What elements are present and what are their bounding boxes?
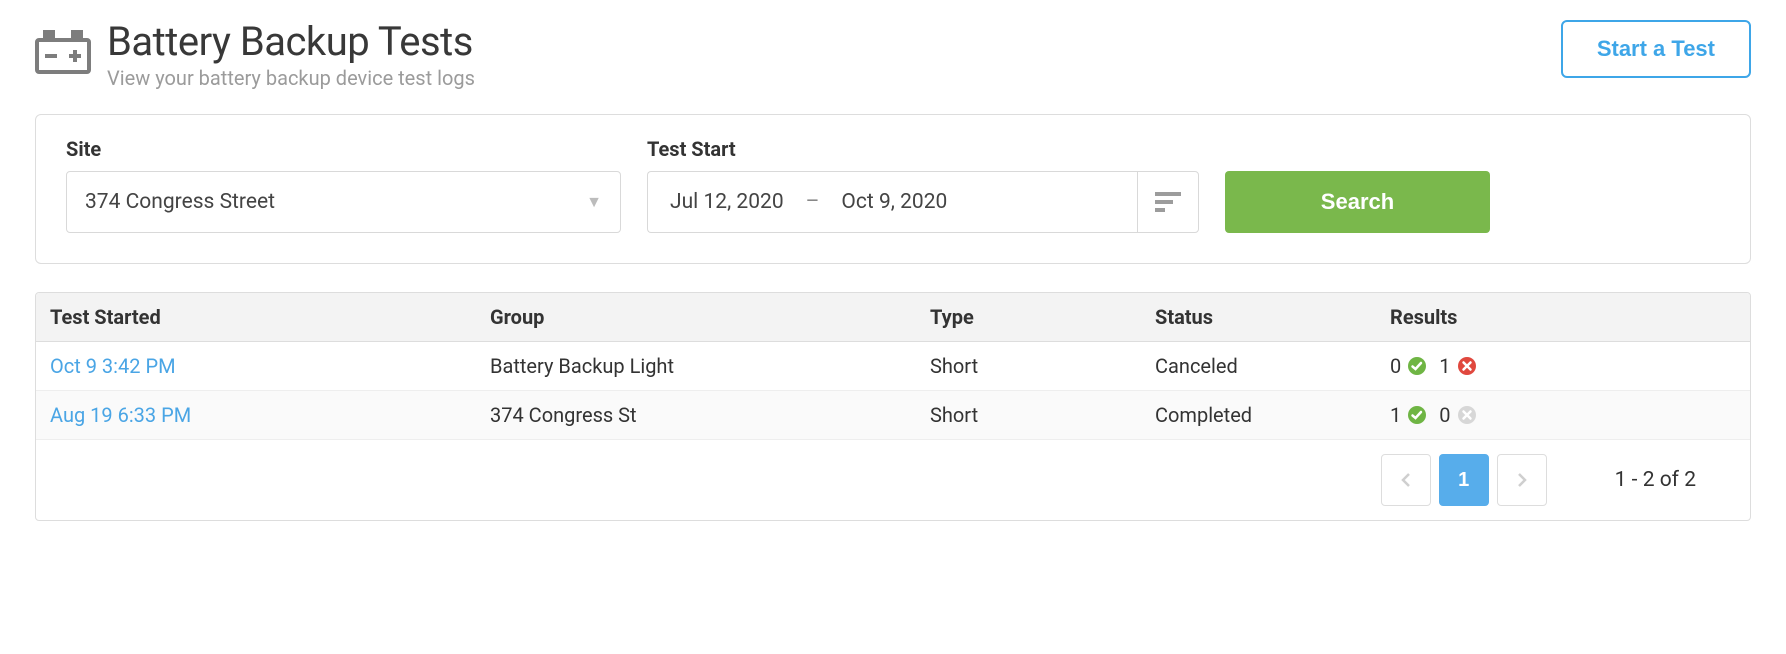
status-cell: Canceled bbox=[1155, 354, 1390, 378]
search-button[interactable]: Search bbox=[1225, 171, 1490, 233]
site-select[interactable]: 374 Congress Street ▼ bbox=[66, 171, 621, 233]
type-cell: Short bbox=[930, 354, 1155, 378]
battery-icon bbox=[35, 26, 91, 74]
group-cell: 374 Congress St bbox=[490, 403, 930, 427]
header-left: Battery Backup Tests View your battery b… bbox=[35, 20, 475, 90]
date-dash: – bbox=[806, 190, 820, 214]
check-circle-icon bbox=[1407, 356, 1427, 376]
test-start-label: Test Start bbox=[647, 137, 1199, 161]
test-start-filter-group: Test Start Jul 12, 2020 – Oct 9, 2020 bbox=[647, 137, 1199, 233]
start-test-button[interactable]: Start a Test bbox=[1561, 20, 1751, 78]
sort-icon bbox=[1155, 192, 1181, 212]
results-cell: 01 bbox=[1390, 354, 1736, 378]
date-to: Oct 9, 2020 bbox=[841, 190, 947, 214]
col-header-results: Results bbox=[1390, 305, 1736, 329]
test-started-link[interactable]: Aug 19 6:33 PM bbox=[50, 403, 191, 427]
pager-next-button[interactable] bbox=[1497, 454, 1547, 506]
sort-button[interactable] bbox=[1137, 171, 1199, 233]
test-started-link[interactable]: Oct 9 3:42 PM bbox=[50, 354, 176, 378]
x-circle-icon bbox=[1457, 356, 1477, 376]
col-header-status: Status bbox=[1155, 305, 1390, 329]
results-cell: 10 bbox=[1390, 403, 1736, 427]
pager-prev-button[interactable] bbox=[1381, 454, 1431, 506]
pass-count: 0 bbox=[1390, 354, 1401, 378]
col-header-group: Group bbox=[490, 305, 930, 329]
site-filter-group: Site 374 Congress Street ▼ bbox=[66, 137, 621, 233]
header-text: Battery Backup Tests View your battery b… bbox=[107, 20, 475, 90]
chevron-left-icon bbox=[1401, 472, 1411, 488]
site-select-value: 374 Congress Street bbox=[85, 190, 275, 214]
fail-count: 1 bbox=[1439, 354, 1450, 378]
table-row: Oct 9 3:42 PM Battery Backup LightShortCa… bbox=[36, 342, 1750, 391]
check-circle-icon bbox=[1407, 405, 1427, 425]
col-header-type: Type bbox=[930, 305, 1155, 329]
date-from: Jul 12, 2020 bbox=[670, 190, 784, 214]
status-cell: Completed bbox=[1155, 403, 1390, 427]
tests-table: Test Started Group Type Status Results O… bbox=[35, 292, 1751, 521]
table-body: Oct 9 3:42 PMBattery Backup LightShortCa… bbox=[36, 342, 1750, 440]
group-cell: Battery Backup Light bbox=[490, 354, 930, 378]
page-title: Battery Backup Tests bbox=[107, 20, 475, 64]
chevron-right-icon bbox=[1517, 472, 1527, 488]
pager-summary: 1 - 2 of 2 bbox=[1615, 468, 1696, 492]
date-range-wrap: Jul 12, 2020 – Oct 9, 2020 bbox=[647, 171, 1199, 233]
pager-page-1[interactable]: 1 bbox=[1439, 454, 1489, 506]
col-header-started: Test Started bbox=[50, 305, 490, 329]
chevron-down-icon: ▼ bbox=[586, 192, 602, 212]
table-row: Aug 19 6:33 PM 374 Congress StShortComple… bbox=[36, 391, 1750, 440]
table-header: Test Started Group Type Status Results bbox=[36, 293, 1750, 342]
page-header: Battery Backup Tests View your battery b… bbox=[35, 20, 1751, 90]
x-circle-icon bbox=[1457, 405, 1477, 425]
pager: 1 1 - 2 of 2 bbox=[36, 440, 1750, 520]
site-label: Site bbox=[66, 137, 621, 161]
type-cell: Short bbox=[930, 403, 1155, 427]
page-subtitle: View your battery backup device test log… bbox=[107, 66, 475, 90]
date-range-input[interactable]: Jul 12, 2020 – Oct 9, 2020 bbox=[647, 171, 1137, 233]
pass-count: 1 bbox=[1390, 403, 1401, 427]
fail-count: 0 bbox=[1439, 403, 1450, 427]
filter-panel: Site 374 Congress Street ▼ Test Start Ju… bbox=[35, 114, 1751, 264]
